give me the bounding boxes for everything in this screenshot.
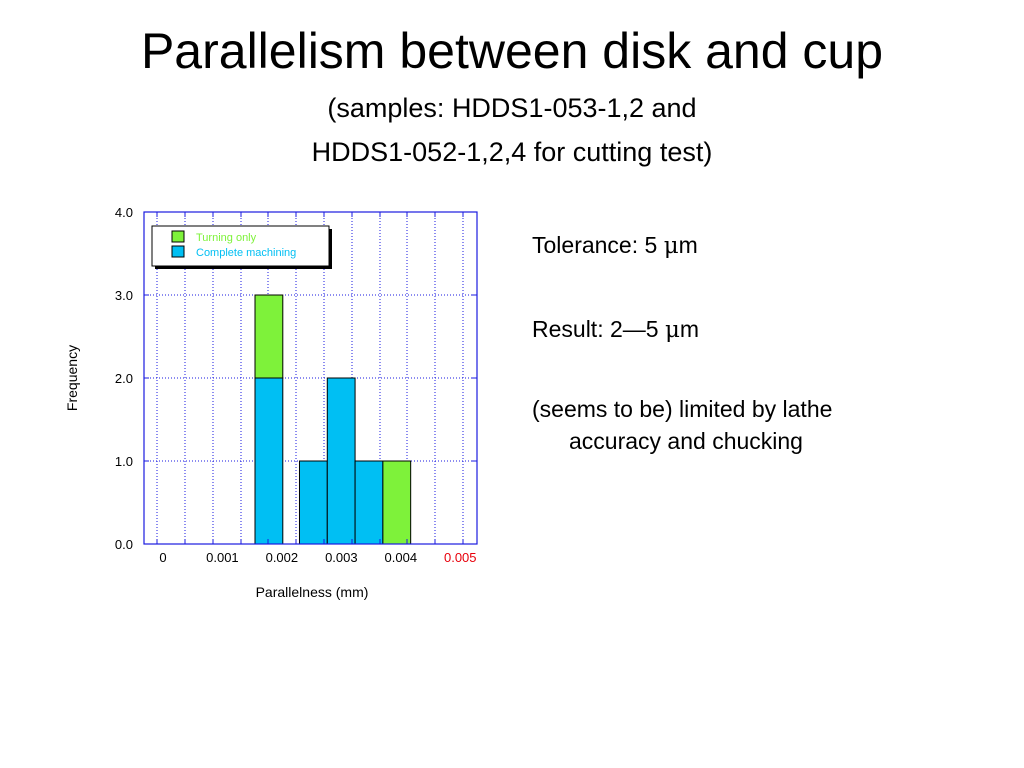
y-tick-label: 3.0 [115,288,133,303]
x-tick-label: 0.001 [206,550,239,565]
legend-label-turning-only: Turning only [196,232,257,244]
x-tick-label: 0.004 [385,550,418,565]
bar-complete-machining [326,377,356,545]
tolerance-note: Tolerance: 5 μm [532,229,698,262]
tolerance-text: Tolerance: 5 [532,232,664,258]
axes: 0.0 1.0 2.0 3.0 4.0 0 0.001 0.002 0.003 0.004 0.00… [115,205,477,565]
legend-swatch-complete-machining [171,245,185,258]
y-axis-label: Frequency [64,345,80,411]
limitation-note: (seems to be) limited by lathe accuracy … [532,393,952,457]
legend-swatch-turning-only [171,230,185,243]
y-tick-label: 1.0 [115,454,133,469]
result-note: Result: 2—5 μm [532,313,699,346]
bars [254,294,412,545]
result-unit: m [679,316,700,342]
mu-symbol: μ [664,317,680,343]
x-tick-label: 0.005 [444,550,477,565]
y-tick-label: 4.0 [115,205,133,220]
bar-turning-only [382,460,412,545]
bar-complete-machining [354,460,384,545]
y-tick-label: 2.0 [115,371,133,386]
y-tick-label: 0.0 [115,537,133,552]
x-axis-label: Parallelness (mm) [256,584,369,600]
result-text: Result: 2—5 [532,316,665,342]
x-tick-label: 0.002 [266,550,299,565]
tolerance-unit: m [678,232,698,258]
bar-complete-machining [298,460,328,545]
chart-legend: Turning only Complete machining [151,225,332,269]
x-tick-label: 0 [159,550,166,565]
x-tick-label: 0.003 [325,550,358,565]
limitation-line-2: accuracy and chucking [569,428,803,454]
slide-title: Parallelism between disk and cup [140,23,884,79]
mu-symbol: μ [663,233,679,259]
bar-turning-only [254,294,284,379]
slide-subtitle-line-2: HDDS1-052-1,2,4 for cutting test) [311,137,713,167]
bar-complete-machining [254,377,284,545]
legend-label-complete-machining: Complete machining [196,247,296,259]
slide-subtitle-line-1: (samples: HDDS1-053-1,2 and [327,93,697,123]
limitation-line-1: (seems to be) limited by lathe [532,396,833,422]
